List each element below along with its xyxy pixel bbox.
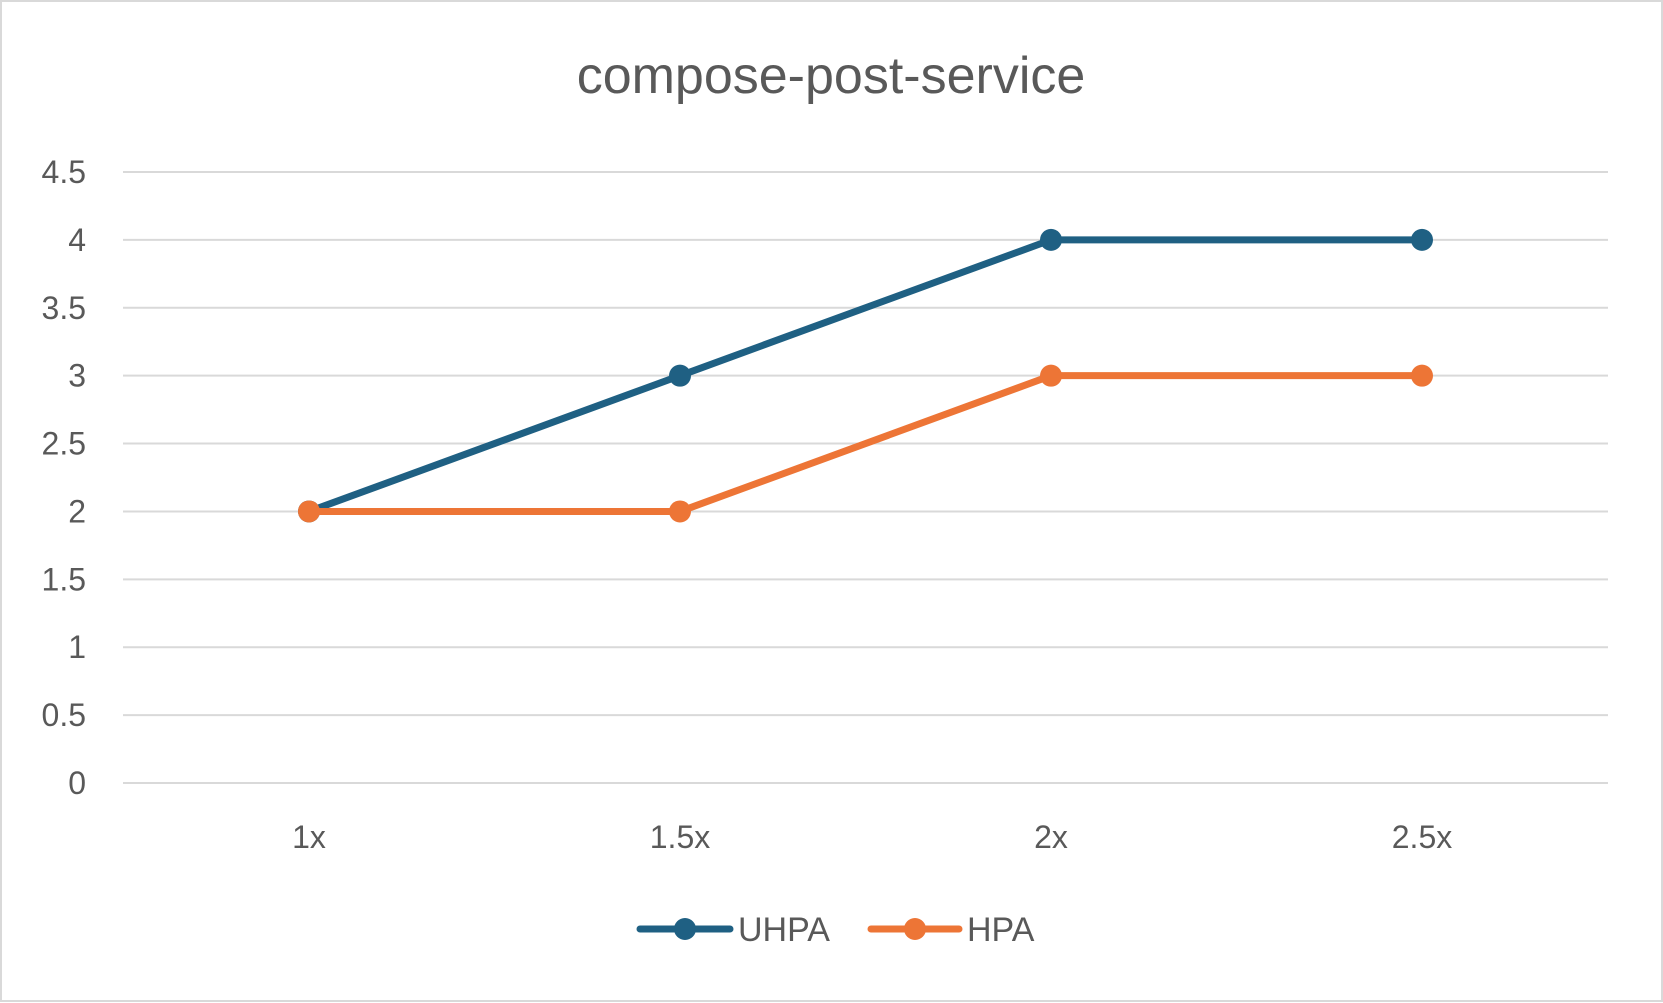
- data-point: [1040, 364, 1062, 387]
- x-tick-label: 2x: [1034, 819, 1068, 855]
- legend-item-uhpa: UHPA: [636, 911, 830, 949]
- x-tick-label: 2.5x: [1392, 819, 1452, 855]
- x-tick-label: 1x: [292, 819, 326, 855]
- legend-label: UHPA: [738, 911, 830, 949]
- y-tick-label: 0: [68, 765, 86, 801]
- y-axis-ticks: 0 0.5 1 1.5 2 2.5 3 3.5 4 4.5: [42, 154, 86, 801]
- y-tick-label: 1.5: [42, 561, 86, 597]
- x-axis-ticks: 1x 1.5x 2x 2.5x: [292, 819, 1452, 855]
- data-point: [669, 364, 691, 387]
- data-point: [1411, 364, 1433, 387]
- data-point: [1040, 228, 1062, 251]
- y-tick-label: 4.5: [42, 154, 86, 190]
- y-tick-label: 4: [68, 222, 86, 258]
- y-tick-label: 0.5: [42, 697, 86, 733]
- data-point: [298, 500, 320, 523]
- legend-swatch-marker: [674, 918, 696, 940]
- y-tick-label: 3.5: [42, 290, 86, 326]
- legend-label: HPA: [967, 911, 1035, 949]
- series-line: [305, 236, 1426, 515]
- y-tick-label: 1: [68, 629, 86, 665]
- series-hpa: [298, 364, 1433, 523]
- legend-swatch-marker: [904, 918, 926, 940]
- data-point: [1411, 228, 1433, 251]
- legend: UHPA HPA: [636, 911, 1035, 949]
- y-tick-label: 3: [68, 358, 86, 394]
- x-tick-label: 1.5x: [650, 819, 710, 855]
- data-point: [669, 500, 691, 523]
- y-tick-label: 2: [68, 493, 86, 529]
- series-line: [305, 372, 1426, 515]
- series-lines: [298, 228, 1433, 523]
- chart-title: compose-post-service: [577, 47, 1086, 105]
- y-tick-label: 2.5: [42, 426, 86, 462]
- legend-item-hpa: HPA: [867, 911, 1035, 949]
